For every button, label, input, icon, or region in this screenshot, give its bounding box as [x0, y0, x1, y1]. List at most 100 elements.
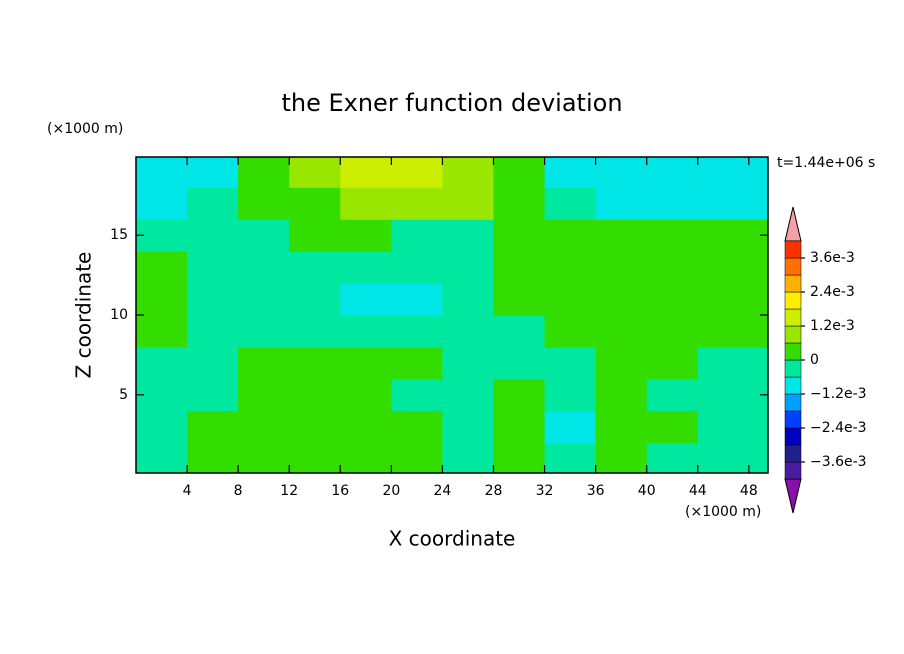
y-axis-label: Z coordinate	[72, 252, 96, 379]
x-tick-label: 20	[382, 483, 400, 499]
contour-cell	[544, 219, 597, 252]
contour-cell	[697, 187, 769, 220]
colorbar-box	[784, 393, 802, 412]
contour-cell	[595, 157, 648, 188]
contour-cell	[697, 442, 769, 474]
contour-cell	[238, 157, 290, 188]
colorbar-tick-label: 1.2e-3	[810, 318, 855, 334]
contour-cell	[340, 378, 392, 412]
contour-cell	[136, 187, 188, 220]
contour-cell	[136, 251, 188, 284]
contour-cell	[493, 346, 546, 380]
colorbar-box	[784, 427, 802, 446]
contour-cell	[493, 410, 546, 444]
contour-cell	[391, 219, 443, 252]
y-unit: (×1000 m)	[47, 121, 123, 137]
colorbar-box	[784, 325, 802, 344]
colorbar-box	[784, 240, 802, 259]
colorbar-tick-label: 0	[810, 352, 819, 368]
contour-cell	[442, 283, 494, 316]
contour-cell	[136, 219, 188, 252]
contour-cell	[136, 157, 188, 188]
contour-cell	[442, 442, 494, 474]
colorbar-tick-label: 2.4e-3	[810, 284, 855, 300]
contour-cell	[289, 187, 341, 220]
contour-cell	[238, 315, 290, 348]
contour-cell	[289, 346, 341, 380]
colorbar-box	[784, 291, 802, 310]
x-unit: (×1000 m)	[685, 504, 761, 520]
contour-cell	[136, 315, 188, 348]
x-axis-label: X coordinate	[389, 527, 516, 551]
colorbar: −3.6e-3 −2.4e-3 −1.2e-3 0 1.2e-3 2.4e-3 3.6e-3	[784, 206, 867, 514]
contour-cell	[289, 410, 341, 444]
contour-cell	[391, 157, 443, 188]
contour-cell	[238, 283, 290, 316]
contour-cell	[595, 187, 648, 220]
contour-cell	[289, 283, 341, 316]
contour-cell	[340, 346, 392, 380]
contour-cell	[595, 346, 648, 380]
contour-cell	[238, 410, 290, 444]
contour-cell	[493, 378, 546, 412]
x-tick-label: 8	[234, 483, 243, 499]
contour-cell	[289, 378, 341, 412]
contour-cell	[493, 157, 546, 188]
contour-cell	[697, 346, 769, 380]
contour-cell	[442, 410, 494, 444]
colorbar-box	[784, 461, 802, 480]
contour-cell	[646, 410, 699, 444]
contour-cell	[493, 442, 546, 474]
contour-cell	[595, 442, 648, 474]
colorbar-box	[784, 410, 802, 429]
contour-cell	[340, 251, 392, 284]
contour-cell	[391, 442, 443, 474]
colorbar-box	[784, 257, 802, 276]
x-tick-label: 36	[587, 483, 605, 499]
contour-cell	[136, 283, 188, 316]
contour-cell	[595, 219, 648, 252]
y-tick-label: 15	[110, 227, 128, 243]
contour-cell	[595, 283, 648, 316]
colorbar-extend-high	[784, 206, 802, 242]
contour-cell	[340, 442, 392, 474]
contour-cell	[136, 410, 188, 444]
contour-cell	[595, 378, 648, 412]
contour-cell	[238, 219, 290, 252]
contour-cell	[442, 187, 494, 220]
chart-title: the Exner function deviation	[281, 89, 622, 117]
contour-cell	[391, 378, 443, 412]
contour-cell	[340, 187, 392, 220]
contour-cell	[187, 283, 239, 316]
contour-cell	[136, 442, 188, 474]
contour-cell	[238, 378, 290, 412]
contour-cell	[544, 283, 597, 316]
contour-cell	[391, 315, 443, 348]
contour-cell	[136, 346, 188, 380]
contour-cell	[238, 442, 290, 474]
contour-cell	[340, 283, 392, 316]
contour-cell	[238, 251, 290, 284]
contour-cell	[289, 219, 341, 252]
contour-cell	[187, 410, 239, 444]
contour-cell	[646, 187, 699, 220]
contour-cell	[544, 187, 597, 220]
x-tick-label: 16	[331, 483, 349, 499]
y-tick-label: 5	[119, 387, 128, 403]
colorbar-box	[784, 274, 802, 293]
x-tick-label: 28	[485, 483, 503, 499]
contour-cell	[442, 346, 494, 380]
contour-cell	[442, 315, 494, 348]
x-tick-label: 48	[740, 483, 758, 499]
contour-cell	[697, 283, 769, 316]
contour-cell	[646, 251, 699, 284]
contour-cell	[442, 251, 494, 284]
contour-cell	[697, 219, 769, 252]
contour-cell	[595, 410, 648, 444]
x-tick-label: 32	[536, 483, 554, 499]
contour-cell	[697, 157, 769, 188]
contour-cell	[340, 410, 392, 444]
x-tick-label: 44	[689, 483, 707, 499]
contour-cell	[646, 219, 699, 252]
colorbar-box	[784, 376, 802, 395]
